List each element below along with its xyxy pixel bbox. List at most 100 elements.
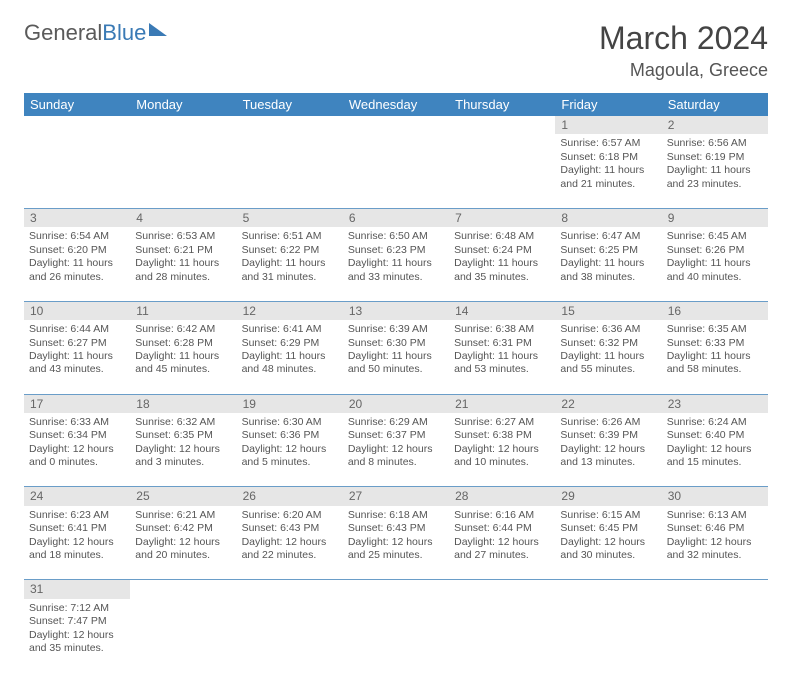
day-number-cell: 7 bbox=[449, 208, 555, 227]
daylight-line: Daylight: 12 hours and 8 minutes. bbox=[348, 443, 444, 470]
sunset-line: Sunset: 6:37 PM bbox=[348, 429, 444, 442]
daylight-line: Daylight: 11 hours and 58 minutes. bbox=[667, 350, 763, 377]
daylight-line: Daylight: 11 hours and 31 minutes. bbox=[242, 257, 338, 284]
day-cell bbox=[449, 599, 555, 673]
day-cell: Sunrise: 6:15 AMSunset: 6:45 PMDaylight:… bbox=[555, 506, 661, 580]
sunrise-line: Sunrise: 6:54 AM bbox=[29, 230, 125, 243]
day-cell: Sunrise: 6:39 AMSunset: 6:30 PMDaylight:… bbox=[343, 320, 449, 394]
sunset-line: Sunset: 6:35 PM bbox=[135, 429, 231, 442]
day-number-cell: 9 bbox=[662, 208, 768, 227]
day-number-cell: 29 bbox=[555, 487, 661, 506]
day-number-cell bbox=[343, 116, 449, 134]
day-number-cell bbox=[237, 580, 343, 599]
brand-logo: GeneralBlue bbox=[24, 20, 167, 46]
sunrise-line: Sunrise: 6:44 AM bbox=[29, 323, 125, 336]
sunrise-line: Sunrise: 6:57 AM bbox=[560, 137, 656, 150]
sunset-line: Sunset: 6:28 PM bbox=[135, 337, 231, 350]
day-cell: Sunrise: 6:29 AMSunset: 6:37 PMDaylight:… bbox=[343, 413, 449, 487]
day-cell: Sunrise: 6:41 AMSunset: 6:29 PMDaylight:… bbox=[237, 320, 343, 394]
day-cell: Sunrise: 6:26 AMSunset: 6:39 PMDaylight:… bbox=[555, 413, 661, 487]
day-number-cell: 21 bbox=[449, 394, 555, 413]
day-number-cell: 20 bbox=[343, 394, 449, 413]
day-cell: Sunrise: 6:35 AMSunset: 6:33 PMDaylight:… bbox=[662, 320, 768, 394]
day-cell: Sunrise: 6:57 AMSunset: 6:18 PMDaylight:… bbox=[555, 134, 661, 208]
sunrise-line: Sunrise: 6:33 AM bbox=[29, 416, 125, 429]
col-friday: Friday bbox=[555, 93, 661, 116]
sunset-line: Sunset: 6:32 PM bbox=[560, 337, 656, 350]
day-number-cell: 11 bbox=[130, 301, 236, 320]
daylight-line: Daylight: 12 hours and 30 minutes. bbox=[560, 536, 656, 563]
daynum-row: 17181920212223 bbox=[24, 394, 768, 413]
day-number-cell: 16 bbox=[662, 301, 768, 320]
sunset-line: Sunset: 6:43 PM bbox=[348, 522, 444, 535]
day-number-cell: 2 bbox=[662, 116, 768, 134]
sunset-line: Sunset: 6:42 PM bbox=[135, 522, 231, 535]
day-number-cell: 30 bbox=[662, 487, 768, 506]
day-number-cell: 14 bbox=[449, 301, 555, 320]
sunrise-line: Sunrise: 6:32 AM bbox=[135, 416, 231, 429]
sunrise-line: Sunrise: 6:24 AM bbox=[667, 416, 763, 429]
location-label: Magoula, Greece bbox=[599, 60, 768, 81]
day-cell: Sunrise: 6:53 AMSunset: 6:21 PMDaylight:… bbox=[130, 227, 236, 301]
sunrise-line: Sunrise: 6:42 AM bbox=[135, 323, 231, 336]
calendar-header-row: Sunday Monday Tuesday Wednesday Thursday… bbox=[24, 93, 768, 116]
sunset-line: Sunset: 6:41 PM bbox=[29, 522, 125, 535]
sunrise-line: Sunrise: 6:53 AM bbox=[135, 230, 231, 243]
day-number-cell: 22 bbox=[555, 394, 661, 413]
day-number-cell bbox=[130, 116, 236, 134]
week-row: Sunrise: 6:23 AMSunset: 6:41 PMDaylight:… bbox=[24, 506, 768, 580]
day-cell: Sunrise: 6:16 AMSunset: 6:44 PMDaylight:… bbox=[449, 506, 555, 580]
page-header: GeneralBlue March 2024 Magoula, Greece bbox=[24, 20, 768, 81]
sunset-line: Sunset: 6:21 PM bbox=[135, 244, 231, 257]
week-row: Sunrise: 6:44 AMSunset: 6:27 PMDaylight:… bbox=[24, 320, 768, 394]
sunset-line: Sunset: 6:31 PM bbox=[454, 337, 550, 350]
sunset-line: Sunset: 6:29 PM bbox=[242, 337, 338, 350]
week-row: Sunrise: 6:57 AMSunset: 6:18 PMDaylight:… bbox=[24, 134, 768, 208]
day-number-cell bbox=[343, 580, 449, 599]
sunset-line: Sunset: 6:38 PM bbox=[454, 429, 550, 442]
sunset-line: Sunset: 6:36 PM bbox=[242, 429, 338, 442]
col-saturday: Saturday bbox=[662, 93, 768, 116]
sunset-line: Sunset: 6:46 PM bbox=[667, 522, 763, 535]
day-number-cell bbox=[555, 580, 661, 599]
day-cell: Sunrise: 6:48 AMSunset: 6:24 PMDaylight:… bbox=[449, 227, 555, 301]
title-block: March 2024 Magoula, Greece bbox=[599, 20, 768, 81]
day-cell bbox=[449, 134, 555, 208]
daynum-row: 31 bbox=[24, 580, 768, 599]
daylight-line: Daylight: 11 hours and 26 minutes. bbox=[29, 257, 125, 284]
day-cell: Sunrise: 6:54 AMSunset: 6:20 PMDaylight:… bbox=[24, 227, 130, 301]
sunset-line: Sunset: 6:34 PM bbox=[29, 429, 125, 442]
week-row: Sunrise: 6:54 AMSunset: 6:20 PMDaylight:… bbox=[24, 227, 768, 301]
daylight-line: Daylight: 11 hours and 38 minutes. bbox=[560, 257, 656, 284]
day-cell: Sunrise: 6:23 AMSunset: 6:41 PMDaylight:… bbox=[24, 506, 130, 580]
sunrise-line: Sunrise: 6:51 AM bbox=[242, 230, 338, 243]
daylight-line: Daylight: 11 hours and 45 minutes. bbox=[135, 350, 231, 377]
daynum-row: 3456789 bbox=[24, 208, 768, 227]
day-number-cell: 28 bbox=[449, 487, 555, 506]
day-cell: Sunrise: 6:44 AMSunset: 6:27 PMDaylight:… bbox=[24, 320, 130, 394]
calendar-table: Sunday Monday Tuesday Wednesday Thursday… bbox=[24, 93, 768, 673]
day-number-cell bbox=[449, 580, 555, 599]
sunset-line: Sunset: 6:19 PM bbox=[667, 151, 763, 164]
sunset-line: Sunset: 6:26 PM bbox=[667, 244, 763, 257]
sunrise-line: Sunrise: 6:15 AM bbox=[560, 509, 656, 522]
day-cell: Sunrise: 6:42 AMSunset: 6:28 PMDaylight:… bbox=[130, 320, 236, 394]
sunrise-line: Sunrise: 6:38 AM bbox=[454, 323, 550, 336]
day-number-cell: 10 bbox=[24, 301, 130, 320]
sunrise-line: Sunrise: 6:35 AM bbox=[667, 323, 763, 336]
sunset-line: Sunset: 6:45 PM bbox=[560, 522, 656, 535]
day-number-cell: 8 bbox=[555, 208, 661, 227]
sunset-line: Sunset: 6:24 PM bbox=[454, 244, 550, 257]
sunrise-line: Sunrise: 6:13 AM bbox=[667, 509, 763, 522]
sunrise-line: Sunrise: 6:20 AM bbox=[242, 509, 338, 522]
daylight-line: Daylight: 11 hours and 35 minutes. bbox=[454, 257, 550, 284]
sunrise-line: Sunrise: 6:47 AM bbox=[560, 230, 656, 243]
day-number-cell: 23 bbox=[662, 394, 768, 413]
day-number-cell bbox=[130, 580, 236, 599]
month-title: March 2024 bbox=[599, 20, 768, 57]
day-cell bbox=[130, 134, 236, 208]
sunrise-line: Sunrise: 6:30 AM bbox=[242, 416, 338, 429]
sunset-line: Sunset: 6:33 PM bbox=[667, 337, 763, 350]
col-wednesday: Wednesday bbox=[343, 93, 449, 116]
sunrise-line: Sunrise: 6:29 AM bbox=[348, 416, 444, 429]
